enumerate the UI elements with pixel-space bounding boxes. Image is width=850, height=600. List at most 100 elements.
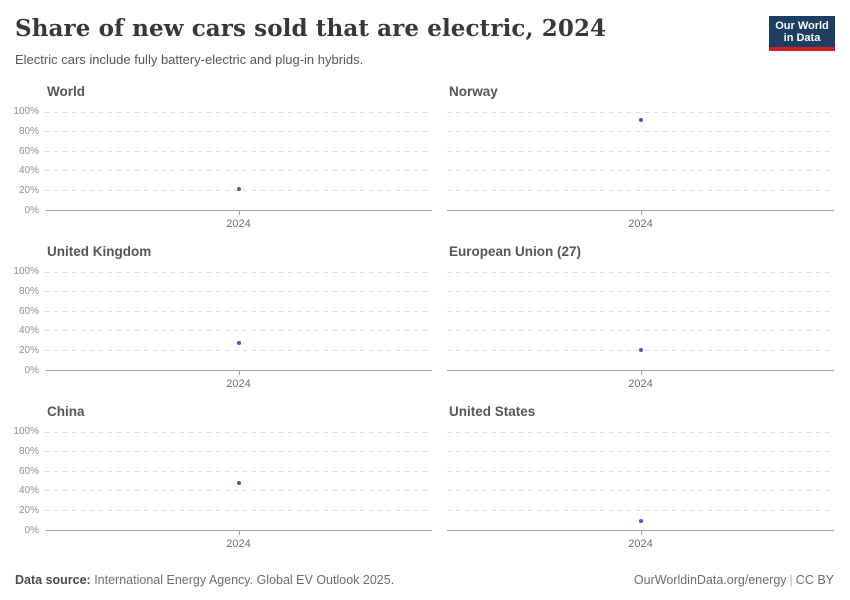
gridline (447, 130, 834, 132)
facet-title: United Kingdom (47, 244, 152, 259)
plot-area (447, 432, 834, 535)
x-axis-line (45, 210, 432, 211)
data-point[interactable] (638, 117, 643, 122)
x-axis-tick-label: 2024 (226, 218, 251, 230)
y-axis-tick-label: 20% (18, 505, 39, 517)
chart-header: Share of new cars sold that are electric… (0, 0, 850, 68)
x-axis-tick-mark (640, 531, 642, 535)
data-point[interactable] (236, 481, 241, 486)
x-axis-line (447, 370, 834, 371)
owid-logo[interactable]: Our World in Data (769, 16, 835, 51)
gridline (45, 310, 432, 312)
gridline (447, 490, 834, 492)
facet-panel: European Union (27) 2024 (447, 243, 834, 390)
facet-title: United States (449, 404, 536, 419)
plot-area: 0% 20% 40% 60% 80% 100% (13, 427, 432, 536)
data-point[interactable] (236, 187, 241, 192)
owid-logo-line1: Our World (775, 20, 829, 32)
x-axis-line (447, 210, 834, 211)
gridline (45, 130, 432, 132)
x-axis-tick-mark (640, 211, 642, 215)
y-axis-tick-label: 80% (18, 125, 39, 137)
gridline (45, 170, 432, 172)
facet-panel: China 0% 20% 40% 60% 80% 100% 2024 (13, 403, 432, 550)
gridline (447, 310, 834, 312)
x-axis-tick-mark (238, 371, 240, 375)
plot-area: 0% 20% 40% 60% 80% 100% (13, 107, 432, 216)
gridline (45, 432, 432, 433)
facet-title: Norway (449, 84, 498, 99)
gridline (45, 510, 432, 512)
plot-area: 0% 20% 40% 60% 80% 100% (13, 267, 432, 376)
chart-footer: Data source: International Energy Agency… (15, 573, 834, 587)
gridline (45, 490, 432, 492)
gridline (447, 510, 834, 512)
data-source: Data source: International Energy Agency… (15, 573, 394, 587)
facet-title: European Union (27) (449, 244, 582, 259)
gridline (45, 272, 432, 273)
attribution-divider: | (789, 573, 793, 587)
y-axis-tick-label: 100% (13, 426, 39, 437)
y-axis-tick-label: 80% (18, 445, 39, 457)
owid-logo-line2: in Data (783, 32, 821, 44)
facet-panel: United Kingdom 0% 20% 40% 60% 80% 100% 2024 (13, 243, 432, 390)
gridline (447, 290, 834, 292)
gridline (447, 170, 834, 172)
x-axis-tick-mark (238, 211, 240, 215)
data-source-text: International Energy Agency. Global EV O… (90, 573, 395, 587)
x-axis-line (45, 530, 432, 531)
gridline (45, 330, 432, 332)
gridline (447, 150, 834, 152)
y-axis-tick-label: 100% (13, 106, 39, 117)
x-axis-tick-label: 2024 (226, 538, 251, 550)
chart-subtitle: Electric cars include fully battery-elec… (15, 52, 364, 67)
owid-link[interactable]: OurWorldinData.org/energy (633, 573, 787, 587)
gridline (447, 330, 834, 332)
y-axis-tick-label: 0% (24, 205, 39, 216)
y-axis-tick-label: 60% (18, 145, 39, 157)
facet-title: World (47, 84, 85, 99)
x-axis-tick-mark (238, 531, 240, 535)
facets-grid: World 0% 20% 40% 60% 80% 100% 2024 Norway 2024 Uni… (13, 83, 834, 550)
gridline (45, 450, 432, 452)
gridline (45, 350, 432, 352)
y-axis-tick-label: 80% (18, 285, 39, 297)
y-axis-tick-label: 40% (18, 325, 39, 337)
x-axis-tick-mark (640, 371, 642, 375)
facet-panel: World 0% 20% 40% 60% 80% 100% 2024 (13, 83, 432, 230)
y-axis-tick-label: 40% (18, 165, 39, 177)
gridline (447, 450, 834, 452)
data-source-label: Data source: (15, 573, 91, 587)
gridline (447, 432, 834, 433)
gridline (45, 470, 432, 472)
data-point[interactable] (236, 341, 241, 346)
license-label: CC BY (795, 573, 834, 587)
facet-panel: United States 2024 (447, 403, 834, 550)
x-axis-line (45, 370, 432, 371)
gridline (447, 272, 834, 273)
gridline (447, 190, 834, 192)
gridline (45, 150, 432, 152)
x-axis-tick-label: 2024 (628, 538, 653, 550)
y-axis-tick-label: 60% (18, 465, 39, 477)
y-axis-tick-label: 60% (18, 305, 39, 317)
chart-title: Share of new cars sold that are electric… (15, 15, 607, 42)
gridline (45, 112, 432, 113)
facet-panel: Norway 2024 (447, 83, 834, 230)
y-axis-tick-label: 20% (18, 185, 39, 197)
data-point[interactable] (638, 348, 643, 353)
y-axis-tick-label: 20% (18, 345, 39, 357)
facet-title: China (47, 404, 85, 419)
plot-area (447, 272, 834, 375)
x-axis-tick-label: 2024 (628, 218, 653, 230)
x-axis-tick-label: 2024 (226, 378, 251, 390)
plot-area (447, 112, 834, 215)
gridline (45, 290, 432, 292)
gridline (447, 112, 834, 113)
data-point[interactable] (638, 519, 643, 524)
x-axis-line (447, 530, 834, 531)
y-axis-tick-label: 100% (13, 266, 39, 277)
x-axis-tick-label: 2024 (628, 378, 653, 390)
y-axis-tick-label: 0% (24, 525, 39, 536)
attribution: OurWorldinData.org/energy | CC BY (634, 573, 834, 587)
